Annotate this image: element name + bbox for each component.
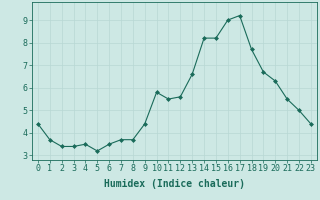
X-axis label: Humidex (Indice chaleur): Humidex (Indice chaleur): [104, 179, 245, 189]
